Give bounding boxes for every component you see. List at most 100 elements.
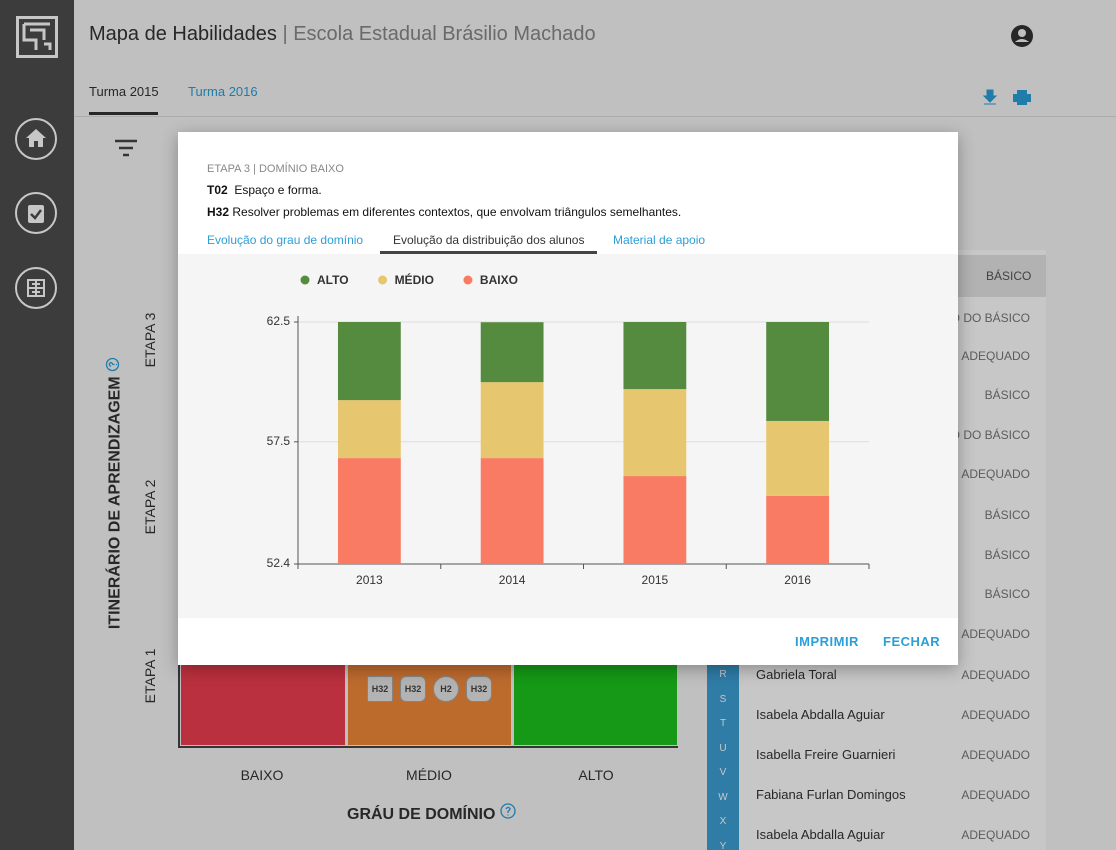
bar-segment (766, 420, 830, 496)
matrix-x-title: GRÁU DE DOMÍNIO (347, 803, 516, 824)
user-avatar[interactable] (1010, 24, 1034, 48)
matrix-y-title: ITINERÁRIO DE APRENDIZAGEM (105, 354, 125, 634)
skill-badge: H2 (433, 676, 459, 702)
bar-segment (766, 495, 830, 564)
student-status: ADEQUADO (961, 748, 1030, 762)
x-tick-label: 2013 (356, 573, 383, 587)
modal-tab[interactable]: Evolução da distribuição dos alunos (393, 233, 585, 247)
student-status: ADEQUADO (961, 467, 1030, 481)
chart: 52.4 57.5 62.5 ALTO MÉDIO BAIXO 2013 2014 2015 20… (178, 254, 958, 618)
student-name: Gabriela Toral (756, 667, 837, 682)
student-name: Fabiana Furlan Domingos (756, 787, 906, 802)
student-status: BÁSICO (984, 388, 1030, 402)
index-letter: U (719, 742, 727, 754)
bar-segment (480, 322, 544, 383)
x-tick-label: 2016 (784, 573, 811, 587)
letter-index (707, 662, 739, 850)
tab[interactable]: Turma 2015 (89, 84, 159, 99)
skill: H32 Resolver problemas em diferentes con… (207, 205, 681, 219)
student-status: BÁSICO (984, 508, 1030, 522)
index-letter: T (719, 718, 727, 729)
map-icon (27, 279, 45, 297)
skill-badge: H32 (466, 676, 492, 702)
student-status: ADEQUADO (961, 627, 1030, 641)
bar-segment (623, 476, 687, 564)
y-tick-label: 62.5 (267, 314, 291, 328)
help-icon[interactable] (500, 803, 516, 819)
tasks-icon (28, 205, 44, 223)
legend-label: ALTO (317, 273, 349, 287)
bar-segment (623, 389, 687, 477)
index-letter: W (718, 791, 728, 803)
print-icon[interactable] (1013, 90, 1031, 105)
student-status: ADEQUADO (961, 788, 1030, 802)
skill-badge: H32 (367, 676, 393, 702)
help-icon[interactable] (105, 358, 120, 372)
index-letter: S (719, 693, 727, 705)
download-icon[interactable] (982, 89, 998, 105)
student-status: ADEQUADO (961, 708, 1030, 722)
matrix-cell[interactable] (514, 665, 677, 745)
x-tick-label: 2015 (642, 573, 669, 587)
bar-segment (337, 322, 401, 401)
student-status: ADEQUADO (961, 349, 1030, 363)
y-tick-label: 57.5 (267, 434, 291, 448)
index-letter: X (719, 816, 727, 827)
students-header-label: BÁSICO (986, 269, 1032, 283)
student-status: ADEQUADO (961, 828, 1030, 842)
map-button[interactable] (15, 267, 57, 309)
x-tick-label: 2014 (499, 573, 526, 587)
student-status: BÁSICO (984, 587, 1030, 601)
sidebar (0, 0, 74, 850)
student-status: BÁSICO (984, 548, 1030, 562)
legend-marker (300, 275, 310, 285)
legend-marker (378, 275, 388, 285)
page-title: Mapa de Habilidades | Escola Estadual Br… (89, 23, 596, 46)
bar-segment (766, 322, 830, 421)
index-letter: Y (719, 840, 727, 850)
print-button[interactable]: IMPRIMIR (795, 634, 859, 649)
tab-underline (89, 112, 158, 115)
student-name: Isabela Abdalla Aguiar (756, 707, 885, 722)
topic: T02 Espaço e forma. (207, 183, 322, 197)
student-name: Isabela Abdalla Aguiar (756, 827, 885, 842)
home-icon (26, 129, 46, 147)
legend-marker (463, 275, 473, 285)
bar-segment (480, 458, 544, 564)
school-name: | Escola Estadual Brásilio Machado (282, 23, 596, 45)
header-divider (74, 116, 1116, 117)
bar-segment (623, 322, 687, 390)
modal: ETAPA 3 | DOMÍNIO BAIXO T02 Espaço e for… (178, 132, 958, 665)
bar-segment (337, 400, 401, 459)
modal-tab[interactable]: Evolução do grau de domínio (207, 233, 364, 247)
column-label: ALTO (578, 767, 614, 783)
bar-segment (480, 382, 544, 459)
index-letter: V (719, 767, 727, 778)
legend-label: MÉDIO (395, 272, 434, 287)
bar-segment (337, 458, 401, 564)
column-label: MÉDIO (406, 767, 452, 783)
skill-badge: H32 (400, 676, 426, 702)
logo (16, 16, 58, 58)
home-button[interactable] (15, 118, 57, 160)
skill-code: H32 (207, 205, 230, 219)
modal-tab-underline (380, 251, 597, 254)
x-title-text: GRÁU DE DOMÍNIO (347, 806, 496, 823)
student-name: Isabella Freire Guarnieri (756, 747, 896, 762)
y-tick-label: 52.4 (267, 556, 291, 570)
tasks-button[interactable] (15, 192, 57, 234)
matrix-cell[interactable] (181, 665, 345, 745)
breadcrumb: ETAPA 3 | DOMÍNIO BAIXO (207, 163, 344, 175)
modal-tab[interactable]: Material de apoio (613, 233, 706, 247)
close-button[interactable]: FECHAR (883, 634, 941, 649)
app-title: Mapa de Habilidades (89, 23, 277, 45)
column-label: BAIXO (240, 767, 284, 783)
toolbar-icons (982, 89, 1031, 105)
skill-text: Resolver problemas em diferentes context… (232, 205, 682, 219)
topic-text: Espaço e forma. (234, 183, 322, 197)
tab[interactable]: Turma 2016 (188, 84, 258, 99)
matrix-x-axis (178, 746, 678, 748)
filter-icon[interactable] (114, 138, 138, 158)
topic-code: T02 (207, 183, 228, 197)
